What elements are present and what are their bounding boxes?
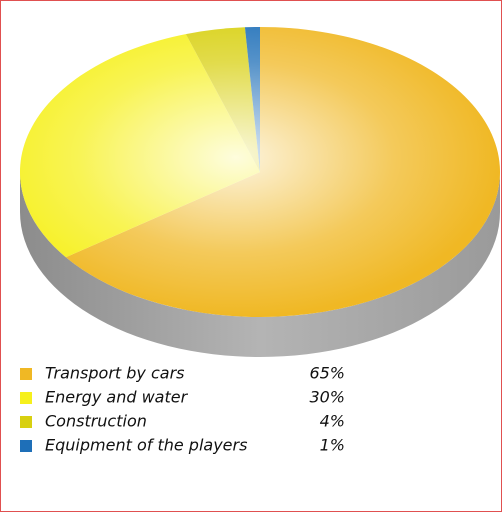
pie [20,27,501,357]
legend-label: Construction [45,412,147,431]
legend-swatch [20,392,32,404]
legend-swatch [20,440,32,452]
legend-value: 1% [320,436,345,455]
legend: Transport by cars 65% Energy and water 30% C… [20,364,345,455]
legend-label: Energy and water [45,388,189,407]
legend-value: 4% [320,412,345,431]
legend-swatch [20,416,32,428]
legend-value: 65% [309,364,345,383]
legend-swatch [20,368,32,380]
legend-label: Equipment of the players [45,436,247,455]
legend-label: Transport by cars [45,364,185,383]
legend-value: 30% [309,388,345,407]
